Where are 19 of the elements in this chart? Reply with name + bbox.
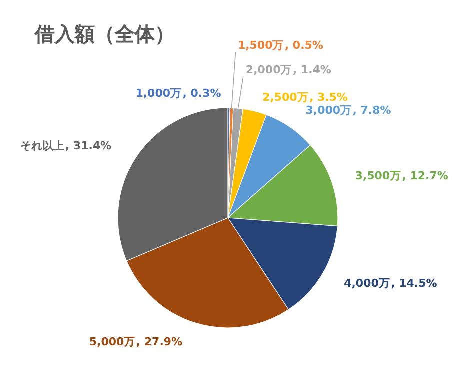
slice-label: 2,000万 <box>246 64 292 77</box>
slice-label: 1,000万 <box>136 87 182 100</box>
slice-label: 1,500万 <box>238 39 284 52</box>
slice-label: 4,000万 <box>344 276 390 290</box>
data-label: , 27.9% <box>136 335 183 348</box>
data-label: , 0.3% <box>182 87 222 100</box>
data-label: , 1.4% <box>292 64 332 77</box>
chart-title: 借入額（全体） <box>34 22 175 46</box>
slice-label: 5,000万 <box>89 335 136 348</box>
slice-label: 3,000万 <box>306 104 352 117</box>
data-label: , 0.5% <box>284 39 324 52</box>
slice-label: 2,500万 <box>262 90 308 104</box>
data-label: , 12.7% <box>402 170 448 183</box>
slice-label: 3,500万 <box>355 170 402 183</box>
data-label: , 14.5% <box>391 276 438 290</box>
slice-label: それ以上 <box>20 139 64 152</box>
data-label: , 3.5% <box>309 90 348 104</box>
data-label: , 31.4% <box>65 139 112 152</box>
data-label: , 7.8% <box>352 104 392 117</box>
